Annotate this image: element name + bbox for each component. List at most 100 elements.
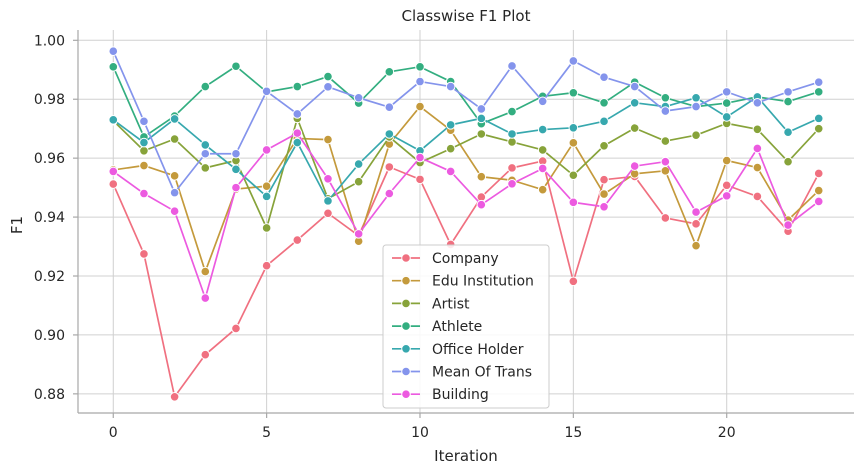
data-point-athlete [415,62,425,72]
legend-item: Company [392,251,499,267]
data-point-athlete [384,67,395,77]
data-point-office-holder [139,137,149,148]
data-point-office-holder [353,159,364,169]
legend-marker [401,253,411,263]
data-point-office-holder [261,191,272,202]
series-line-office-holder [112,96,820,202]
y-tick-label: 1.00 [34,33,65,49]
legend-marker [401,344,411,354]
legend-box [382,244,550,409]
data-point-building [660,156,671,167]
data-point-edu-institution [813,185,824,196]
data-point-artist [537,145,548,155]
legend-marker [401,366,411,377]
data-point-company [660,213,671,223]
data-point-edu-institution [261,181,272,191]
legend-label: Office Holder [432,342,524,358]
data-point-office-holder [691,92,701,103]
data-point-company [200,349,211,360]
data-point-building [261,145,272,155]
y-axis-label: F1 [8,216,26,234]
data-point-office-holder [537,124,548,135]
data-point-edu-institution [476,171,487,182]
legend-label: Athlete [432,319,482,335]
legend-label: Building [432,387,489,403]
data-point-company [139,249,149,259]
data-point-artist [169,134,180,144]
data-point-office-holder [200,140,211,150]
data-point-artist [813,123,824,134]
series-line-edu-institution [113,105,820,273]
legend: Company Edu Institution Artist Athlete Offic… [382,244,550,409]
data-point-building [629,161,640,171]
data-point-artist [599,140,609,151]
y-tick-label: 0.98 [34,92,65,108]
data-point-artist [752,124,763,135]
data-point-office-holder [568,123,579,133]
data-point-artist [476,129,487,139]
data-point-edu-institution [323,134,333,145]
data-point-mean-of-trans [752,97,763,108]
data-point-building [813,196,824,207]
data-point-artist [660,136,671,146]
data-point-edu-institution [660,166,671,176]
data-point-building [200,293,211,303]
data-point-company [231,323,241,334]
data-point-building [384,188,395,199]
data-point-building [415,152,425,163]
series-line-mean-of-trans [112,50,819,194]
legend-item: Office Holder [392,342,524,358]
data-point-mean-of-trans [476,104,487,114]
legend-item: Artist [392,296,470,312]
data-point-company [691,219,701,229]
data-point-edu-institution [568,138,579,148]
data-point-building [292,128,303,138]
data-point-artist [200,163,211,173]
data-point-company [507,163,517,173]
data-point-mean-of-trans [200,148,211,159]
axes [73,30,854,418]
data-point-office-holder [599,116,609,127]
data-point-mean-of-trans [445,81,456,92]
data-point-office-holder [445,120,456,130]
data-point-mean-of-trans [415,76,425,87]
data-point-mean-of-trans [261,86,272,97]
data-point-athlete [783,96,793,107]
data-point-office-holder [783,127,793,138]
data-point-building [139,188,149,199]
data-point-artist [568,170,579,181]
legend-label: Company [432,251,499,267]
data-point-company [568,276,579,287]
data-point-mean-of-trans [353,92,364,103]
data-point-building [323,173,333,184]
data-point-company [292,235,303,245]
data-point-mean-of-trans [323,82,333,92]
data-point-company [169,391,180,402]
x-tick-label: 15 [564,425,582,441]
data-point-mean-of-trans [721,87,732,97]
series-line-artist [112,117,820,229]
data-point-athlete [507,106,517,117]
data-point-mean-of-trans [660,106,671,116]
data-point-building [476,199,487,210]
data-point-building [537,163,548,174]
data-point-mean-of-trans [629,81,640,92]
data-point-office-holder [323,196,333,206]
data-point-athlete [599,97,609,108]
data-point-artist [691,130,701,140]
data-point-artist [445,143,456,154]
data-point-artist [629,123,640,133]
data-point-company [752,191,763,202]
data-point-athlete [568,87,579,98]
legend-marker [401,298,411,309]
data-point-mean-of-trans [783,87,793,97]
data-point-office-holder [813,113,824,124]
data-point-office-holder [384,129,395,139]
data-point-building [108,166,119,177]
data-point-office-holder [292,137,303,148]
data-point-artist [139,145,149,156]
series-artist [108,113,824,233]
data-point-company [384,162,395,172]
data-point-office-holder [169,114,180,124]
series-line-company [112,160,820,398]
